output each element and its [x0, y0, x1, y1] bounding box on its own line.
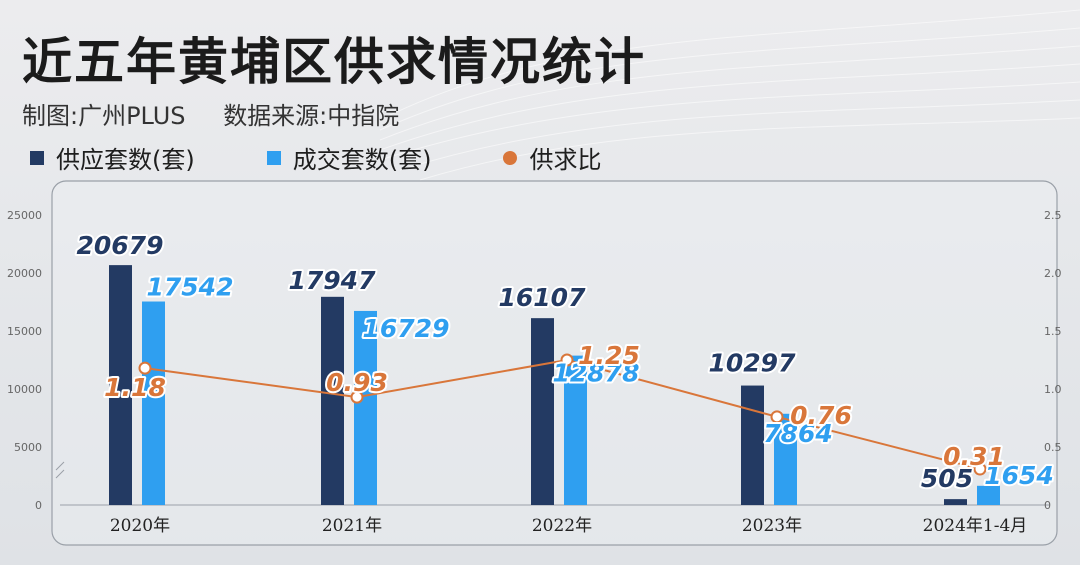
- legend-item-ratio: 供求比: [503, 140, 601, 175]
- legend-dot-ratio: [503, 150, 518, 165]
- x-category-label: 2020年: [110, 516, 170, 536]
- bar-supply: [741, 385, 764, 505]
- y-left-tick-label: 5000: [14, 441, 42, 454]
- legend-label-deal: 成交套数(套): [292, 146, 432, 174]
- y-right-tick-label: 0.5: [1044, 441, 1062, 454]
- x-category-label: 2021年: [322, 516, 382, 536]
- y-left-tick-label: 0: [35, 499, 42, 512]
- data-label-ratio: 0.76: [790, 401, 852, 430]
- ratio-point: [350, 390, 364, 404]
- data-label-ratio: 1.18: [104, 373, 166, 402]
- data-label-ratio: 0.93: [326, 368, 388, 397]
- data-label-supply: 16107: [499, 283, 587, 312]
- bar-supply: [109, 265, 132, 505]
- y-left-tick-label: 20000: [7, 267, 42, 280]
- ratio-point: [138, 361, 152, 375]
- data-label-supply: 20679: [77, 231, 164, 260]
- chart-title: 近五年黄埔区供求情况统计: [22, 33, 646, 91]
- x-category-label: 2022年: [532, 516, 592, 536]
- data-label-supply: 10297: [709, 349, 797, 378]
- bar-supply: [944, 499, 967, 505]
- bar-deal: [977, 485, 1000, 505]
- ratio-point: [560, 353, 574, 367]
- y-right-tick-label: 1.0: [1044, 383, 1062, 396]
- maker-credit: 制图:广州PLUS: [22, 102, 186, 130]
- x-category-label: 2024年1-4月: [923, 516, 1028, 536]
- data-label-ratio: 1.25: [578, 341, 640, 370]
- data-label-supply: 17947: [289, 266, 377, 295]
- ratio-point: [973, 462, 987, 476]
- y-right-tick-label: 0: [1044, 499, 1051, 512]
- legend-item-supply: 供应套数(套): [30, 140, 195, 175]
- ratio-point: [770, 410, 784, 424]
- data-label-deal: 1654: [984, 461, 1054, 490]
- data-label-deal: 16729: [363, 314, 450, 343]
- data-label-deal: 7864: [763, 419, 833, 448]
- data-label-deal: 17542: [147, 273, 234, 302]
- legend-item-deal: 成交套数(套): [266, 140, 432, 175]
- bar-supply: [531, 318, 554, 505]
- data-label-ratio: 0.31: [943, 442, 1005, 471]
- legend-label-ratio: 供求比: [529, 146, 602, 174]
- data-label-deal: 12878: [553, 359, 640, 388]
- bar-supply: [321, 296, 344, 505]
- legend-swatch-deal: [266, 150, 281, 165]
- credits: 制图:广州PLUS 数据来源:中指院: [22, 96, 429, 131]
- bar-deal: [564, 355, 587, 505]
- legend: 供应套数(套) 成交套数(套) 供求比: [30, 140, 673, 175]
- y-left-tick-label: 25000: [7, 209, 42, 222]
- bar-deal: [354, 310, 377, 505]
- bar-deal: [142, 301, 165, 505]
- y-left-tick-label: 15000: [7, 325, 42, 338]
- data-label-supply: 505: [921, 464, 973, 493]
- y-right-tick-label: 1.5: [1044, 325, 1062, 338]
- axis-break-mark: [55, 461, 65, 479]
- source-credit: 数据来源:中指院: [223, 102, 400, 130]
- y-left-tick-label: 10000: [7, 383, 42, 396]
- y-right-tick-label: 2.0: [1044, 267, 1062, 280]
- y-right-tick-label: 2.5: [1044, 209, 1062, 222]
- legend-label-supply: 供应套数(套): [56, 146, 195, 174]
- x-category-label: 2023年: [742, 516, 802, 536]
- bar-deal: [774, 413, 797, 505]
- legend-swatch-supply: [30, 150, 44, 165]
